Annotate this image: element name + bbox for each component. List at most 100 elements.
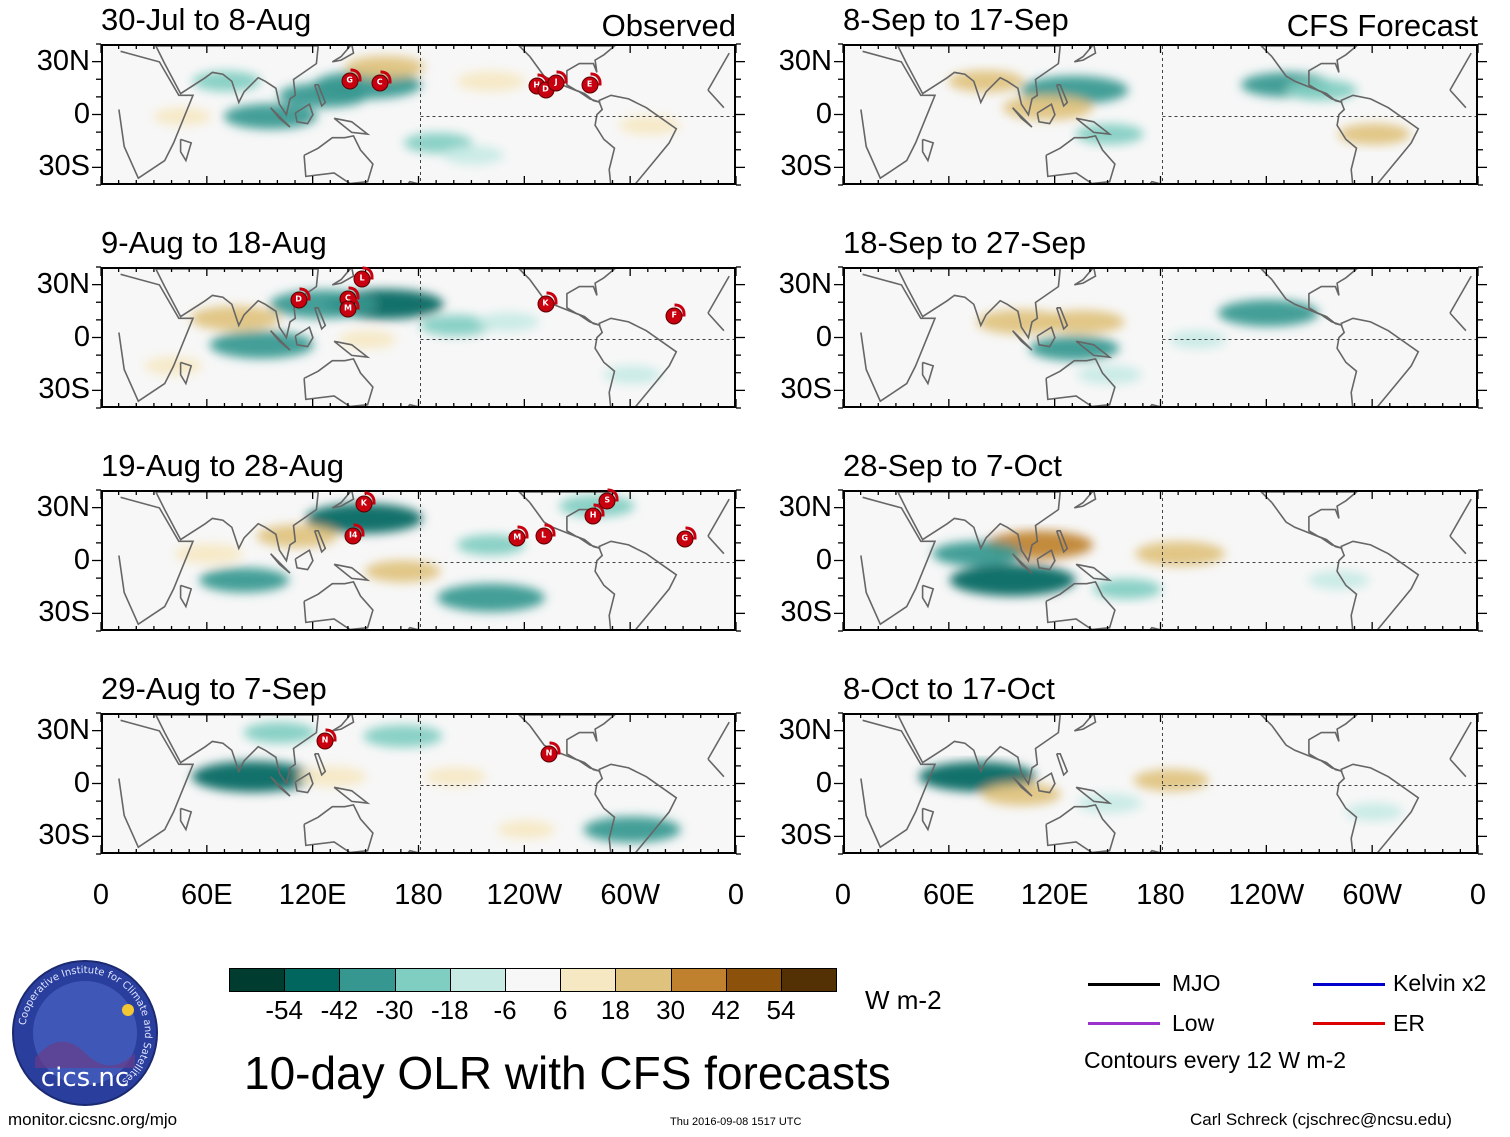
storm-letter: C <box>376 77 383 87</box>
panel-title: 19-Aug to 28-Aug <box>101 448 345 483</box>
lon-label: 60E <box>181 879 233 911</box>
olr-map-graphic <box>860 269 1476 406</box>
storm-letter: M <box>343 303 352 313</box>
olr-map <box>843 490 1478 631</box>
coastline <box>1011 107 1033 128</box>
storm-marker[interactable]: C <box>371 70 392 92</box>
olr-anomaly <box>1041 310 1125 334</box>
lat-label: 0 <box>815 320 832 353</box>
footer-url[interactable]: monitor.cicsnc.org/mjo <box>8 1110 178 1129</box>
lon-label: 0 <box>1469 879 1487 911</box>
olr-anomaly <box>497 820 556 839</box>
storm-letter: G <box>681 533 689 543</box>
coastline <box>1011 553 1033 574</box>
olr-map-graphic <box>860 492 1476 629</box>
storm-marker[interactable]: G <box>676 526 697 548</box>
colorbar-swatch <box>560 968 617 992</box>
legend-label-kelvin: Kelvin x2 <box>1393 970 1487 996</box>
olr-anomaly <box>1077 364 1142 385</box>
coastline <box>303 357 374 406</box>
coastline <box>294 325 314 348</box>
olr-anomaly <box>1002 95 1093 121</box>
legend-line-low <box>1088 1022 1160 1025</box>
coastline <box>118 50 195 180</box>
coastline <box>1036 102 1056 125</box>
olr-anomaly <box>603 365 661 384</box>
colorbar-label: 6 <box>552 995 568 1025</box>
lat-label: 30S <box>38 373 90 406</box>
coastline <box>1055 83 1069 108</box>
panel-title: 8-Sep to 17-Sep <box>843 2 1069 37</box>
storm-letter: J <box>554 77 558 87</box>
panel-title: 29-Aug to 7-Sep <box>101 671 327 706</box>
coastline <box>921 138 935 163</box>
coastline <box>1336 540 1420 629</box>
lon-label: 120E <box>1020 879 1089 911</box>
coastline <box>1045 357 1116 406</box>
coastline <box>1260 492 1358 550</box>
coastline <box>1011 330 1033 351</box>
coastline <box>313 752 327 777</box>
colorbar-label: -6 <box>493 995 517 1025</box>
olr-anomaly <box>442 145 505 165</box>
storm-marker[interactable]: H <box>584 503 605 525</box>
coastline <box>897 492 1062 563</box>
olr-anomaly <box>1133 769 1210 792</box>
coastline <box>333 786 371 805</box>
colorbar-swatch <box>394 968 451 992</box>
coastline <box>860 719 937 849</box>
footer-author: Carl Schreck (cjschrec@ncsu.edu) <box>1190 1110 1452 1129</box>
storm-marker[interactable]: I4 <box>344 523 365 545</box>
storm-marker[interactable]: K <box>537 291 557 313</box>
storm-marker[interactable]: M <box>508 525 529 547</box>
coastline <box>1260 46 1358 104</box>
lat-label: 0 <box>73 543 90 576</box>
storm-marker[interactable]: N <box>316 728 337 750</box>
colorbar-swatch <box>505 968 562 992</box>
storm-marker[interactable]: D <box>290 287 311 309</box>
coastline <box>897 269 1062 340</box>
colorbar-swatch <box>449 968 506 992</box>
storm-marker[interactable]: J <box>547 70 568 92</box>
storm-marker[interactable]: M <box>339 296 360 318</box>
storm-letter: S <box>604 495 611 505</box>
panel-corner-label: CFS Forecast <box>1286 8 1478 43</box>
storm-marker[interactable]: K <box>355 491 376 513</box>
olr-anomaly <box>456 71 526 92</box>
storm-marker[interactable]: E <box>581 72 602 94</box>
storm-letter: F <box>671 310 677 320</box>
axis-ticks <box>92 43 745 186</box>
coastline <box>313 306 327 331</box>
lat-label: 30S <box>780 596 832 629</box>
lon-label: 0 <box>834 879 852 911</box>
panel-title: 28-Sep to 7-Oct <box>843 448 1062 483</box>
coastline <box>333 563 371 582</box>
coastline <box>921 584 935 609</box>
coastline <box>303 580 374 629</box>
coastline <box>1045 803 1116 852</box>
coastline <box>179 138 193 163</box>
olr-map <box>101 44 736 185</box>
coastline <box>1449 535 1467 555</box>
coastline <box>303 803 374 852</box>
storm-marker[interactable]: N <box>540 741 561 763</box>
legend-line-er <box>1313 1022 1385 1025</box>
storm-letter: D <box>295 294 302 304</box>
colorbar-swatch <box>725 968 782 992</box>
coastline <box>1055 529 1069 554</box>
lat-label: 30N <box>778 44 832 77</box>
storm-marker[interactable]: F <box>665 303 686 325</box>
panel-title: 9-Aug to 18-Aug <box>101 225 327 260</box>
coastline <box>1075 786 1113 805</box>
coastline <box>269 107 291 128</box>
coastline <box>1336 94 1420 183</box>
storm-marker[interactable]: G <box>341 68 362 90</box>
coastline <box>1073 492 1097 509</box>
coastline <box>179 807 193 832</box>
coastline <box>707 89 725 109</box>
storm-marker[interactable]: L <box>535 523 556 545</box>
storm-marker[interactable]: L <box>353 266 374 288</box>
coastline <box>1449 758 1467 778</box>
lon-label: 0 <box>92 879 110 911</box>
storm-marker[interactable]: S <box>598 488 619 510</box>
